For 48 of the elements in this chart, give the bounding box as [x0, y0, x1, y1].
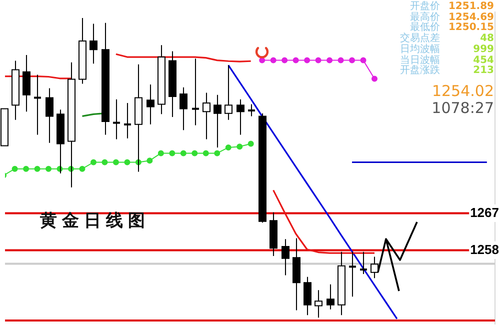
text: 开盘涨跌 213	[400, 65, 494, 76]
text: 日均波幅 999	[400, 44, 494, 55]
annotation: 最高价 1254.69	[410, 12, 494, 23]
point	[282, 57, 288, 64]
point	[112, 159, 119, 166]
point	[124, 159, 130, 166]
point	[102, 159, 108, 166]
point	[34, 166, 40, 172]
point	[338, 57, 344, 64]
point	[225, 144, 232, 150]
point	[192, 150, 198, 156]
point	[23, 166, 30, 172]
point	[169, 150, 176, 156]
point	[214, 150, 220, 156]
candlestick	[123, 102, 132, 139]
point	[202, 150, 209, 156]
point	[349, 57, 356, 64]
candlestick	[112, 98, 121, 140]
y-tick-label: 1267	[470, 204, 499, 220]
point	[79, 166, 86, 172]
annotation: 1078:27	[430, 98, 494, 117]
point	[315, 57, 322, 64]
candlestick	[191, 58, 200, 126]
point	[158, 150, 164, 156]
candlestick	[348, 251, 357, 298]
point	[326, 57, 333, 64]
y-tick-label: 1258	[470, 242, 499, 257]
text: 当日波幅 454	[400, 54, 494, 66]
point	[292, 57, 299, 64]
point	[90, 159, 96, 166]
point	[46, 166, 52, 172]
point	[304, 57, 310, 64]
point	[360, 57, 366, 64]
point	[270, 57, 276, 64]
annotation: 最低价 1250.15	[410, 22, 494, 34]
candlestick	[359, 251, 368, 275]
point	[236, 144, 243, 150]
text: 黄金日线图	[40, 210, 150, 232]
text: 交易点差 48	[400, 33, 494, 44]
point	[180, 150, 186, 156]
candlestick	[247, 104, 256, 117]
point	[146, 158, 153, 164]
candlestick	[33, 74, 42, 136]
point	[248, 140, 254, 147]
point	[372, 76, 378, 82]
annotation: 开盘价 1251.89	[410, 1, 494, 12]
point	[12, 166, 18, 172]
annotation: 1254.02	[430, 82, 494, 100]
